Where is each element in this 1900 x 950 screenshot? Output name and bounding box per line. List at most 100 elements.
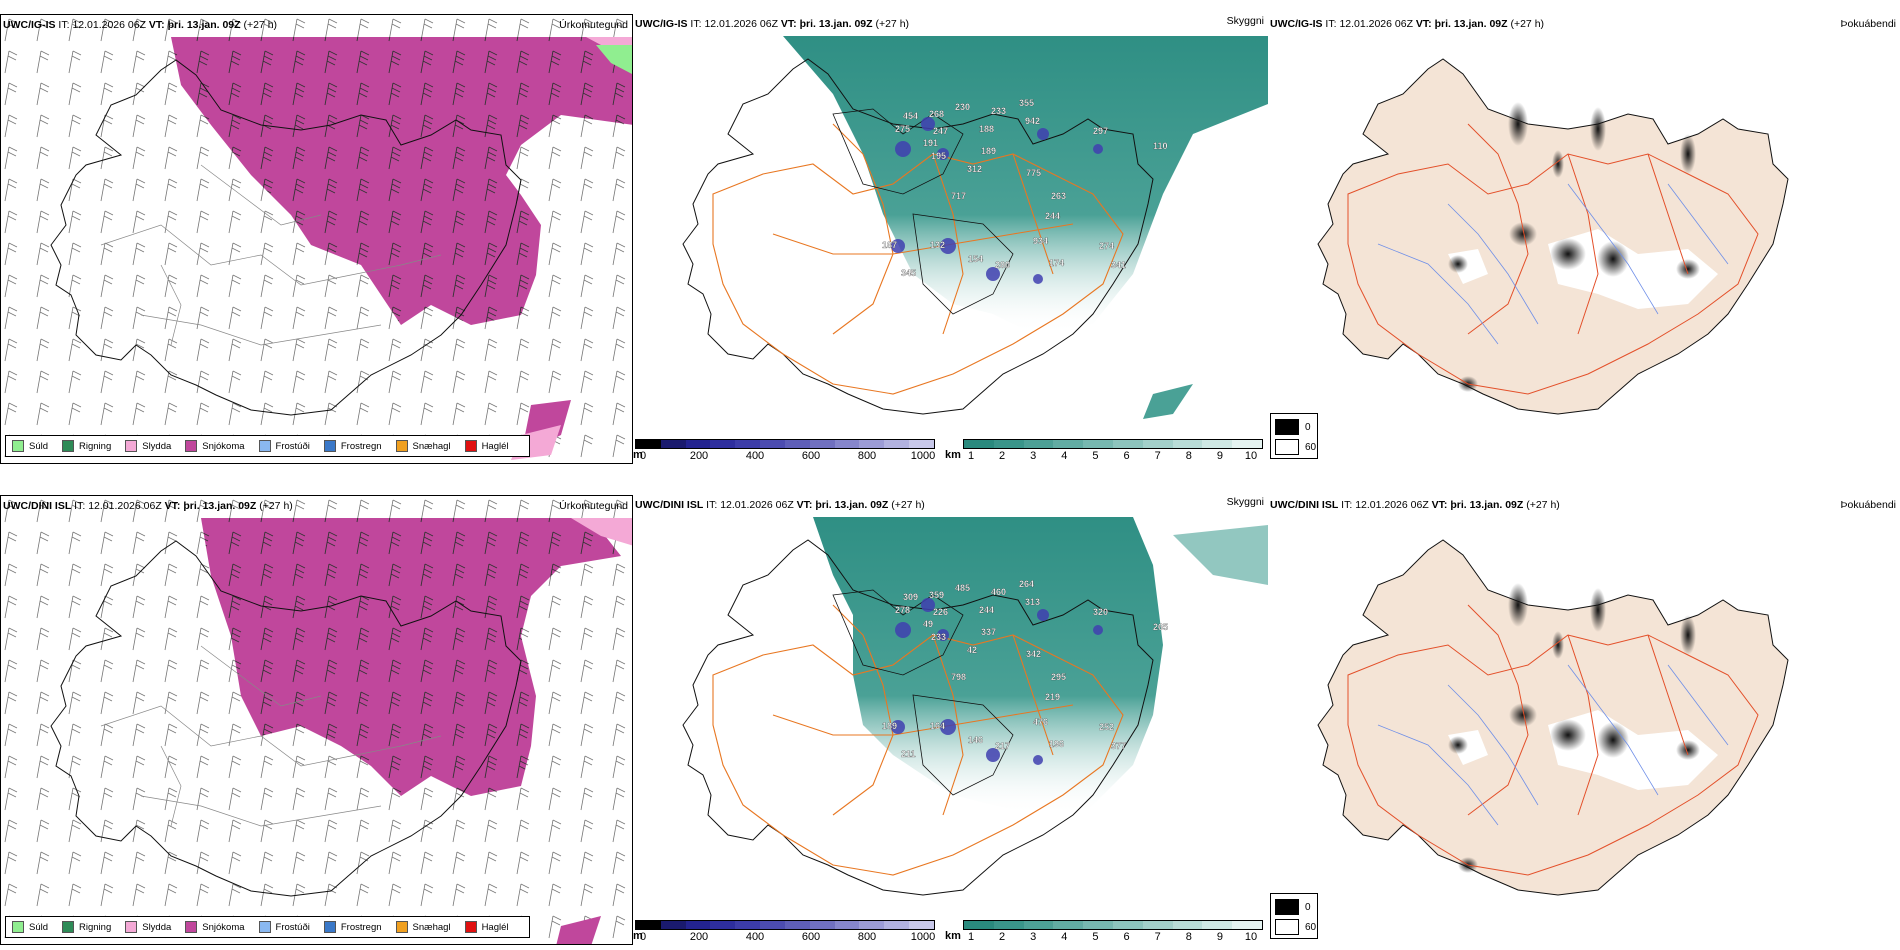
colorbar-tick-label: 200: [689, 450, 709, 462]
station-label: 244: [1045, 211, 1060, 221]
station-label: 252: [1099, 722, 1114, 732]
station-label: 146: [968, 735, 983, 745]
legend-item-frostregn: Frostregn: [323, 921, 382, 933]
colorbar-cell: [859, 440, 885, 448]
colorbar-cell: [735, 440, 761, 448]
legend-swatch: [12, 921, 24, 933]
legend-swatch: [62, 440, 75, 452]
precip-map: [1, 15, 632, 463]
station-label: 341: [1111, 260, 1126, 270]
colorbar-tick-label: 5: [1092, 931, 1099, 943]
legend-label: Snjókoma: [202, 921, 245, 933]
colorbar-cell: [809, 921, 835, 929]
colorbar-tick-label: 9: [1216, 450, 1223, 462]
legend-swatch: [464, 440, 477, 452]
colorbar-cell: [993, 440, 1024, 448]
fog-key-row2: 0 60: [1270, 893, 1318, 939]
colorbar-cell: [809, 440, 835, 448]
elevation-colorbar: 0 200 400 600 800 1000 m: [633, 920, 935, 944]
colorbar-cell: [884, 921, 910, 929]
station-label: 164: [930, 721, 945, 731]
colorbar-tick-label: 2: [999, 450, 1006, 462]
station-label: 320: [1093, 607, 1108, 617]
legend-label: Frostúði: [275, 921, 310, 933]
colorbar-cell: [636, 440, 661, 448]
colorbar-cell: [1142, 440, 1173, 448]
legend-swatch: [464, 921, 477, 933]
colorbar-cell: [884, 440, 910, 448]
colorbar-tick-label: 800: [857, 450, 877, 462]
colorbar-cell: [784, 921, 810, 929]
colorbar-tick-label: 0: [639, 931, 647, 943]
colorbar-cell: [1053, 440, 1084, 448]
colorbar-cell: [834, 440, 860, 448]
station-label: 187: [882, 240, 897, 250]
colorbar-tick-label: 800: [857, 931, 877, 943]
legend-label: Frostregn: [340, 921, 382, 933]
colorbar-cell: [1112, 921, 1143, 929]
fog-key-row1: 0 60: [1270, 413, 1318, 459]
station-label: 132: [930, 240, 945, 250]
station-label: 312: [967, 164, 982, 174]
station-label: 460: [991, 587, 1006, 597]
colorbar-tick-label: 400: [745, 931, 765, 943]
legend-item-frostregn: Frostregn: [323, 440, 382, 452]
colorbar-cell: [909, 440, 934, 448]
colorbar-cell: [660, 921, 686, 929]
colorbar-cell: [660, 440, 686, 448]
colorbar-tick-label: 6: [1123, 931, 1130, 943]
panel-title: Þokuábendi: [1840, 499, 1896, 511]
visibility-map: 309 359 485 460 264 313 278 226 244 320 49 233 337 26…: [682, 517, 1268, 896]
colorbar-cell: [1083, 921, 1113, 929]
colorbar-tick-label: 400: [745, 450, 765, 462]
legend-item-slydda: Slydda: [125, 440, 171, 452]
station-label: 342: [1026, 649, 1041, 659]
colorbar-tick-label: 4: [1061, 931, 1068, 943]
station-label: 345: [901, 268, 916, 278]
colorbar-cell: [685, 921, 711, 929]
colorbar-cell: [710, 440, 736, 448]
station-label: 278: [895, 605, 910, 615]
legend-label: Haglél: [481, 440, 509, 452]
station-label: 717: [951, 191, 966, 201]
colorbar-tick-label: 4: [1061, 450, 1068, 462]
legend-item-súld: Súld: [12, 921, 48, 933]
precip-legend: Súld Rigning Slydda Snjókoma Frostúði Frostre…: [5, 435, 530, 457]
colorbar-cell: [964, 440, 994, 448]
legend-swatch: [125, 921, 138, 933]
station-label: 264: [1019, 579, 1034, 589]
station-label: 275: [895, 124, 910, 134]
station-label: 280: [995, 260, 1010, 270]
legend-item-slydda: Slydda: [125, 921, 171, 933]
visibility-colorbar: 1 2 3 4 5 6 7 8 9 10 km: [945, 920, 1263, 944]
visibility-panel-row2: UWC/DINI ISL IT: 12.01.2026 06Z VT: þri.…: [633, 495, 1268, 945]
colorbar-cell: [685, 440, 711, 448]
legend-label: Súld: [29, 921, 49, 933]
legend-item-rigning: Rigning: [62, 921, 111, 933]
colorbar-tick-label: 10: [1244, 931, 1258, 943]
elevation-colorbar: 0 200 400 600 800 1000 m: [633, 439, 936, 463]
station-label: 934: [1033, 236, 1048, 246]
station-label: 174: [1049, 258, 1064, 268]
colorbar-tick-label: 600: [801, 450, 821, 462]
station-label: 263: [1051, 191, 1066, 201]
precip-legend: Súld Rigning Slydda Snjókoma Frostúði Frostre…: [5, 916, 530, 938]
legend-item-frostúði: Frostúði: [258, 440, 310, 452]
legend-swatch: [323, 440, 336, 452]
colorbar-cell: [1202, 921, 1233, 929]
precip-panel-row2: UWC/DINI ISL IT: 12.01.2026 06Z VT: þri.…: [0, 495, 633, 945]
colorbar-cell: [1142, 921, 1173, 929]
colorbar-cell: [1083, 440, 1113, 448]
station-label: 244: [979, 605, 994, 615]
station-label: 211: [901, 749, 916, 759]
station-label: 49: [923, 619, 933, 629]
colorbar-cell: [1112, 440, 1143, 448]
colorbar-cell: [993, 921, 1024, 929]
station-label: 42: [967, 645, 977, 655]
precip-map: [1, 496, 632, 944]
colorbar-tick-label: 1000: [910, 450, 936, 462]
colorbar-cell: [834, 921, 860, 929]
station-label: 274: [1099, 241, 1114, 251]
colorbar-tick-label: 3: [1030, 931, 1037, 943]
legend-label: Frostúði: [275, 440, 310, 452]
